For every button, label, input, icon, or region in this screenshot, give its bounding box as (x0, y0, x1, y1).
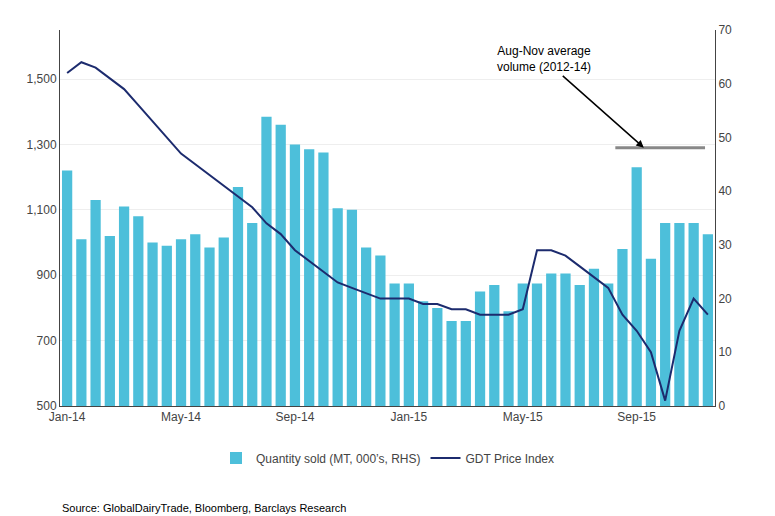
svg-text:10: 10 (718, 345, 732, 359)
svg-text:GDT Price Index: GDT Price Index (466, 452, 554, 466)
svg-text:20: 20 (718, 292, 732, 306)
svg-text:70: 70 (718, 23, 732, 37)
svg-text:May-14: May-14 (161, 410, 201, 424)
svg-text:700: 700 (37, 334, 57, 348)
svg-text:40: 40 (718, 184, 732, 198)
svg-text:900: 900 (37, 268, 57, 282)
svg-text:Aug-Nov averagevolume (2012-14: Aug-Nov averagevolume (2012-14) (497, 44, 591, 74)
svg-text:1,500: 1,500 (27, 72, 57, 86)
svg-text:Quantity sold (MT, 000’s, RHS): Quantity sold (MT, 000’s, RHS) (256, 452, 421, 466)
svg-text:500: 500 (37, 399, 57, 413)
svg-text:Jan-15: Jan-15 (391, 410, 428, 424)
svg-text:0: 0 (718, 399, 725, 413)
svg-text:Sep-15: Sep-15 (617, 410, 656, 424)
svg-text:60: 60 (718, 77, 732, 91)
svg-text:1,100: 1,100 (27, 203, 57, 217)
svg-text:May-15: May-15 (503, 410, 543, 424)
svg-text:Source: GlobalDairyTrade, Bloo: Source: GlobalDairyTrade, Bloomberg, Bar… (62, 502, 347, 514)
svg-text:30: 30 (718, 238, 732, 252)
svg-text:1,300: 1,300 (27, 138, 57, 152)
svg-text:Jan-14: Jan-14 (49, 410, 86, 424)
svg-text:Sep-14: Sep-14 (276, 410, 315, 424)
svg-text:50: 50 (718, 131, 732, 145)
